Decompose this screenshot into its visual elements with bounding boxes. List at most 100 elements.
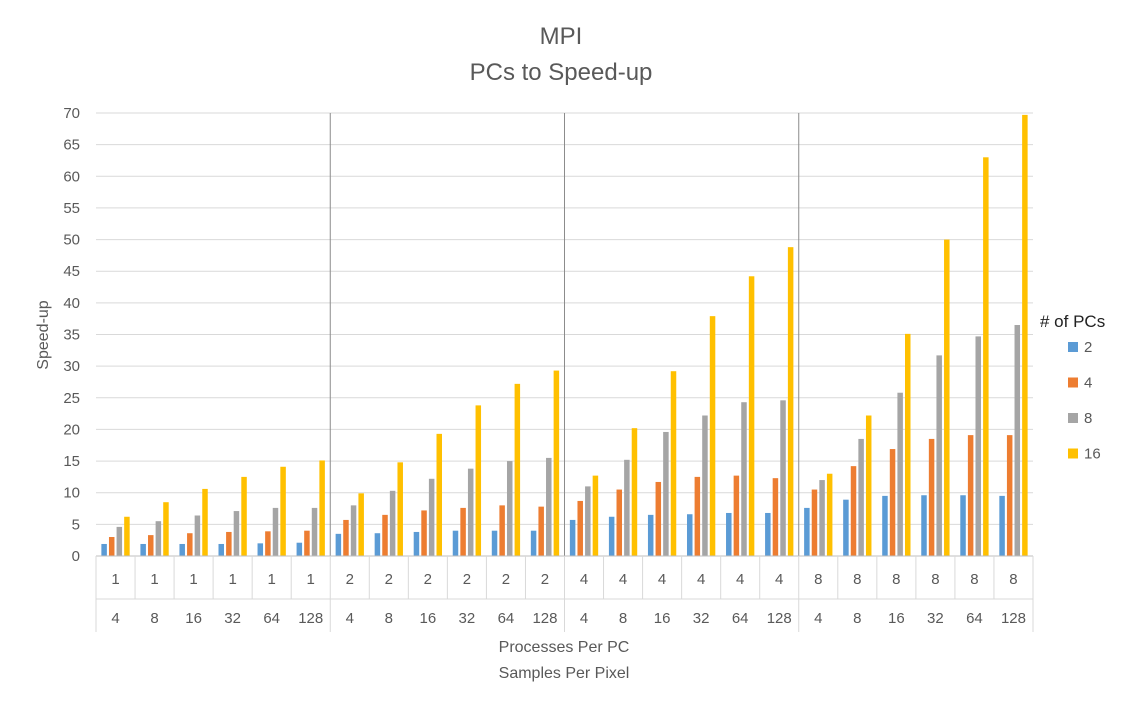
bar-series-4: [343, 519, 349, 556]
bar-series-8: [858, 438, 864, 556]
x-tick-label-outer: 1: [307, 571, 315, 588]
bar-series-4: [811, 489, 818, 556]
x-axis-label-secondary: Samples Per Pixel: [499, 665, 630, 682]
x-tick-label-inner: 32: [224, 610, 241, 627]
bar-series-8: [819, 480, 825, 556]
x-tick-label-outer: 8: [970, 571, 978, 588]
x-axis: 1418116132164112824282162322642128444841…: [95, 555, 1034, 632]
bar-series-16: [202, 488, 208, 556]
bar-series-2: [765, 512, 771, 556]
bar-series-4: [928, 438, 935, 556]
bar-series-8: [350, 505, 357, 556]
legend: # of PCs 2 4 8 16: [1040, 312, 1105, 463]
x-tick-label-outer: 8: [853, 571, 861, 588]
x-tick-label-inner: 4: [814, 610, 822, 627]
bar-series-8: [936, 355, 942, 556]
y-tick-label: 5: [72, 516, 80, 533]
bar-series-4: [304, 530, 310, 556]
bar-series-4: [616, 489, 623, 556]
bar-series-16: [397, 462, 403, 556]
bar-series-4: [733, 475, 740, 556]
bar-series-2: [101, 543, 107, 556]
x-tick-label-inner: 32: [459, 610, 476, 627]
bar-series-16: [709, 316, 716, 556]
bar-series-8: [116, 526, 123, 556]
bar-series-16: [787, 247, 794, 556]
bar-series-2: [726, 512, 732, 556]
bar-series-8: [233, 511, 240, 556]
y-tick-label: 30: [63, 358, 80, 375]
bar-series-8: [194, 515, 201, 556]
bar-series-2: [257, 543, 264, 556]
y-axis-ticks: 0 5 10 15 20 25 30 35 40 45 50 55 60 65 70: [63, 105, 80, 565]
bar-series-16: [1022, 114, 1028, 557]
y-tick-label: 10: [63, 485, 80, 502]
x-tick-label-inner: 64: [498, 610, 515, 627]
bar-series-8: [506, 461, 513, 556]
bar-series-16: [436, 433, 443, 556]
bar-series-2: [374, 533, 381, 556]
x-tick-label-inner: 32: [927, 610, 944, 627]
bar-series-16: [631, 428, 638, 556]
x-tick-label-outer: 2: [424, 571, 432, 588]
x-tick-label-outer: 1: [111, 571, 119, 588]
bar-series-2: [960, 495, 966, 556]
bar-series-8: [897, 392, 903, 556]
x-tick-label-outer: 2: [541, 571, 549, 588]
bar-series-8: [389, 490, 396, 556]
x-tick-label-inner: 8: [150, 610, 158, 627]
bar-series-4: [850, 466, 857, 556]
gridlines: [96, 112, 1033, 556]
bar-series-4: [577, 500, 583, 556]
x-tick-label-outer: 4: [775, 571, 783, 588]
bar-series-2: [686, 514, 693, 556]
x-tick-label-outer: 1: [189, 571, 197, 588]
bar-series-2: [608, 516, 615, 556]
x-tick-label-outer: 4: [658, 571, 666, 588]
bar-series-16: [241, 476, 247, 556]
x-tick-label-inner: 128: [1001, 610, 1026, 627]
x-tick-label-inner: 16: [654, 610, 671, 627]
legend-entry: 16: [1084, 446, 1101, 463]
chart-title: MPI: [540, 23, 583, 50]
x-tick-label-inner: 4: [580, 610, 588, 627]
x-tick-label-outer: 2: [463, 571, 471, 588]
bar-series-4: [967, 435, 974, 556]
x-tick-label-outer: 2: [346, 571, 354, 588]
chart-subtitle: PCs to Speed-up: [470, 59, 653, 86]
bar-series-2: [413, 531, 420, 556]
bar-series-16: [983, 157, 989, 557]
y-tick-label: 20: [63, 421, 80, 438]
y-tick-label: 15: [63, 453, 80, 470]
bar-series-4: [538, 506, 544, 556]
bar-series-8: [155, 521, 162, 556]
bar-series-2: [882, 495, 888, 556]
x-tick-label-inner: 128: [532, 610, 557, 627]
x-tick-label-inner: 64: [263, 610, 280, 627]
bar-series-16: [865, 415, 872, 556]
bar-series-8: [311, 507, 318, 556]
bar-series-2: [452, 530, 459, 556]
bar-series-2: [491, 530, 498, 556]
bar-series-2: [921, 495, 927, 556]
x-tick-label-outer: 1: [268, 571, 276, 588]
x-tick-label-inner: 32: [693, 610, 710, 627]
bar-series-16: [514, 383, 521, 556]
y-tick-label: 50: [63, 232, 80, 249]
legend-title: # of PCs: [1040, 312, 1105, 331]
bar-series-8: [467, 468, 474, 556]
bar-series-4: [1006, 435, 1013, 556]
x-tick-label-inner: 16: [888, 610, 905, 627]
x-tick-label-outer: 1: [150, 571, 158, 588]
bar-series-8: [272, 507, 279, 556]
x-tick-label-inner: 8: [853, 610, 861, 627]
bar-series-2: [530, 530, 537, 556]
bars: [101, 114, 1028, 557]
x-tick-label-outer: 2: [385, 571, 393, 588]
x-tick-label-inner: 128: [767, 610, 792, 627]
bar-series-16: [319, 460, 325, 556]
bar-series-8: [663, 431, 669, 556]
bar-series-16: [905, 333, 911, 556]
bar-series-16: [358, 493, 364, 556]
